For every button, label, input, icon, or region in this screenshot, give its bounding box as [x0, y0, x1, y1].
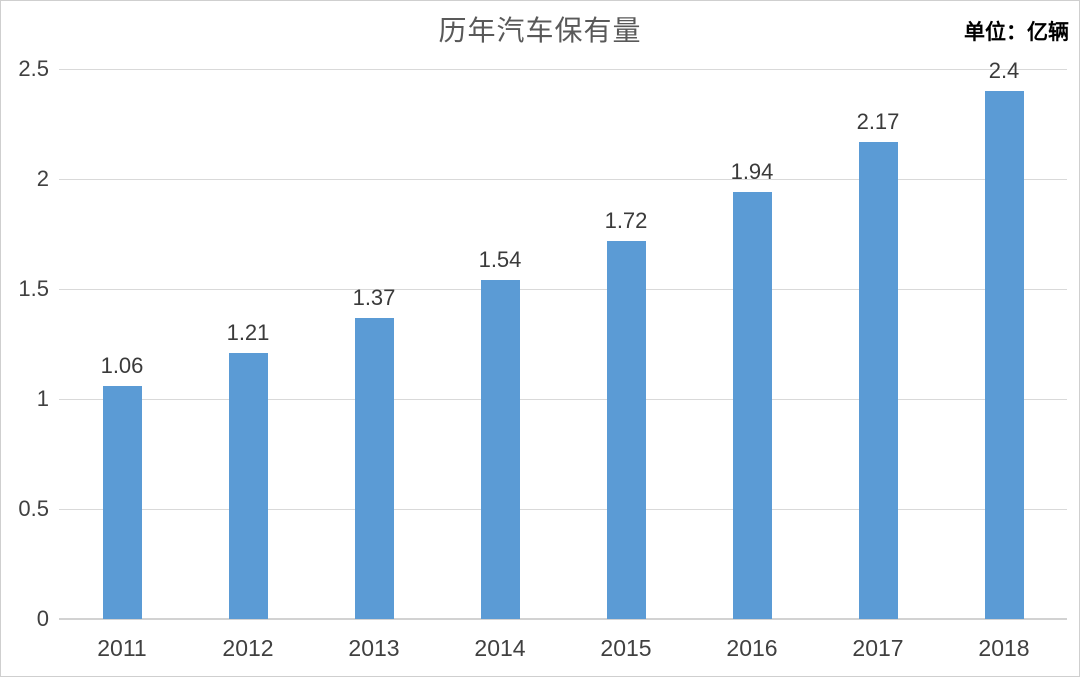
bar-2018 [985, 91, 1024, 619]
x-axis-tick-label-2013: 2013 [348, 635, 400, 661]
x-axis-tick-label-2014: 2014 [474, 635, 526, 661]
data-label-2014: 1.54 [478, 247, 522, 272]
x-axis-tick-label-2012: 2012 [222, 635, 274, 661]
data-label-2012: 1.21 [226, 320, 270, 345]
data-label-2016: 1.94 [730, 159, 774, 184]
data-label-2015: 1.72 [604, 208, 648, 233]
unit-label: 单位：亿辆 [964, 21, 1069, 44]
chart-title: 历年汽车保有量 [438, 14, 642, 47]
gridline [59, 289, 1067, 290]
data-label-2017: 2.17 [856, 109, 900, 134]
x-axis-tick-label-2015: 2015 [600, 635, 652, 661]
y-axis-tick-label: 0.5 [18, 496, 49, 521]
bar-2016 [733, 192, 772, 619]
y-axis-tick-label: 2 [36, 166, 49, 191]
bar-2012 [229, 353, 268, 619]
gridline [59, 509, 1067, 510]
x-axis-tick-label-2011: 2011 [97, 635, 147, 661]
x-axis-tick-label-2018: 2018 [978, 635, 1030, 661]
data-label-2018: 2.4 [988, 58, 1020, 83]
bar-2017 [859, 142, 898, 619]
gridline [59, 179, 1067, 180]
x-axis-line [59, 618, 1067, 620]
y-axis-tick-label: 2.5 [18, 56, 49, 81]
gridline [59, 69, 1067, 70]
x-axis-tick-label-2016: 2016 [726, 635, 778, 661]
bar-2015 [607, 241, 646, 619]
y-axis-tick-label: 1 [36, 386, 49, 411]
data-label-2013: 1.37 [352, 285, 396, 310]
x-axis-tick-label-2017: 2017 [852, 635, 904, 661]
bar-2014 [481, 280, 520, 619]
y-axis-tick-label: 0 [36, 606, 49, 631]
bar-2013 [355, 318, 394, 619]
bar-2011 [103, 386, 142, 619]
y-axis-tick-label: 1.5 [18, 276, 49, 301]
gridline [59, 399, 1067, 400]
data-label-2011: 1.06 [100, 353, 144, 378]
